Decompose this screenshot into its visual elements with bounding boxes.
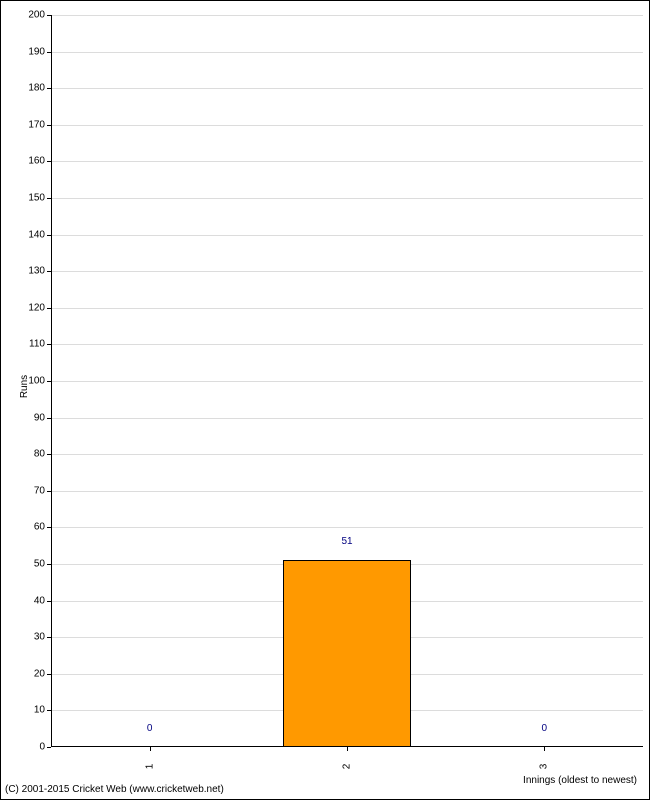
gridline <box>51 271 643 272</box>
y-tick-label: 20 <box>34 668 45 679</box>
y-tick-label: 10 <box>34 705 45 716</box>
y-tick-label: 140 <box>28 229 45 240</box>
y-tick-label: 190 <box>28 46 45 57</box>
y-tick-label: 0 <box>39 742 45 753</box>
y-tick-label: 100 <box>28 376 45 387</box>
y-tick-label: 70 <box>34 485 45 496</box>
gridline <box>51 454 643 455</box>
gridline <box>51 15 643 16</box>
y-tick-label: 50 <box>34 559 45 570</box>
gridline <box>51 344 643 345</box>
gridline <box>51 418 643 419</box>
bar-value-label: 51 <box>341 536 352 547</box>
y-tick-label: 120 <box>28 302 45 313</box>
gridline <box>51 308 643 309</box>
x-tick-label: 1 <box>144 764 155 770</box>
gridline <box>51 52 643 53</box>
bar-value-label: 0 <box>542 723 548 734</box>
gridline <box>51 527 643 528</box>
copyright-text: (C) 2001-2015 Cricket Web (www.cricketwe… <box>5 784 224 795</box>
bar <box>283 560 411 747</box>
plot-area: 0102030405060708090100110120130140150160… <box>51 15 643 747</box>
y-tick-label: 60 <box>34 522 45 533</box>
y-tick-label: 30 <box>34 632 45 643</box>
y-tick-label: 110 <box>29 339 45 350</box>
y-tick-label: 130 <box>28 266 45 277</box>
x-tick-mark <box>150 747 151 751</box>
y-tick-label: 200 <box>28 10 45 21</box>
gridline <box>51 88 643 89</box>
x-tick-mark <box>544 747 545 751</box>
y-tick-label: 80 <box>34 449 45 460</box>
y-axis-title: Runs <box>19 375 30 398</box>
gridline <box>51 198 643 199</box>
gridline <box>51 125 643 126</box>
x-tick-mark <box>347 747 348 751</box>
y-tick-mark <box>47 747 51 748</box>
x-tick-label: 3 <box>539 764 550 770</box>
bar-value-label: 0 <box>147 723 153 734</box>
y-tick-label: 170 <box>28 119 45 130</box>
y-tick-label: 90 <box>34 412 45 423</box>
y-tick-label: 40 <box>34 595 45 606</box>
chart-frame: 0102030405060708090100110120130140150160… <box>0 0 650 800</box>
x-axis-title: Innings (oldest to newest) <box>523 775 637 786</box>
y-axis-line <box>51 15 52 747</box>
y-tick-label: 150 <box>28 193 45 204</box>
gridline <box>51 161 643 162</box>
gridline <box>51 491 643 492</box>
gridline <box>51 235 643 236</box>
gridline <box>51 381 643 382</box>
y-tick-label: 180 <box>28 83 45 94</box>
y-tick-label: 160 <box>28 156 45 167</box>
x-tick-label: 2 <box>342 764 353 770</box>
